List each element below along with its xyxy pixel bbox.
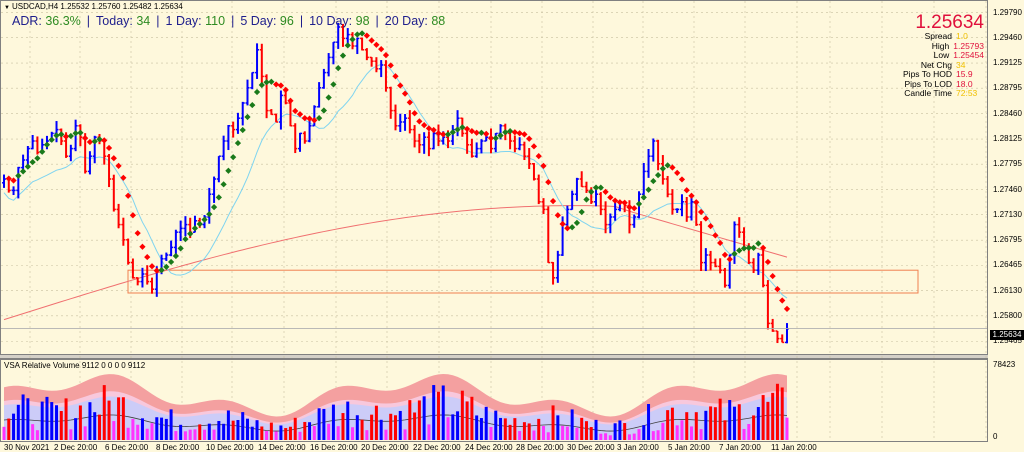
adr-label: 10 Day: [309, 14, 356, 28]
info-key: Pips To HOD [903, 69, 952, 79]
time-axis-label: 10 Dec 20:00 [206, 443, 254, 452]
info-value: 1.0 [956, 31, 968, 41]
time-axis-label: 20 Dec 20:00 [361, 443, 409, 452]
adr-separator: | [375, 14, 379, 28]
time-axis-label: 14 Dec 20:00 [258, 443, 306, 452]
pane-splitter[interactable] [0, 354, 988, 359]
info-row: Low 1.25454 [903, 50, 984, 61]
time-axis-label: 2 Dec 20:00 [54, 443, 98, 452]
adr-separator: | [156, 14, 160, 28]
info-row: Candle Time 72:53 [903, 88, 984, 99]
adr-value: 34 [136, 14, 151, 28]
volume-indicator-title: VSA Relative Volume 9112 0 0 0 0 9112 [4, 361, 146, 370]
price-axis-label: 1.27795 [993, 159, 1022, 169]
current-price-tag: 1.25634 [990, 330, 1024, 340]
time-axis-label: 11 Jan 20:00 [771, 443, 817, 452]
time-axis-label: 8 Dec 20:00 [156, 443, 200, 452]
time-axis-label: 30 Nov 2021 [4, 443, 50, 452]
adr-label: 5 Day: [240, 14, 280, 28]
adr-label: ADR: [12, 14, 46, 28]
time-axis-label: 5 Jan 20:00 [668, 443, 710, 452]
collapse-triangle-icon[interactable]: ▼ [4, 5, 10, 11]
info-value: 15.9 [956, 69, 973, 79]
price-axis-label: 1.25800 [993, 310, 1022, 320]
info-value: 34 [956, 59, 966, 70]
info-row: Pips To LOD 18.0 [903, 78, 984, 90]
price-axis-label: 1.29790 [993, 7, 1022, 17]
price-axis-label: 1.27460 [993, 184, 1022, 194]
info-key: Pips To LOD [904, 78, 952, 89]
info-key: Net Chg [920, 59, 952, 70]
info-row: Net Chg 34 [903, 59, 984, 71]
price-axis-label: 1.28125 [993, 134, 1022, 144]
price-axis-label: 1.26795 [993, 235, 1022, 245]
price-axis-label: 1.26465 [993, 260, 1022, 270]
adr-separator: | [86, 14, 91, 28]
info-key: Candle Time [904, 88, 952, 98]
adr-separator: | [299, 14, 304, 28]
adr-label: 1 Day: [165, 14, 206, 28]
info-key: Spread [924, 31, 952, 41]
adr-value: 98 [355, 14, 370, 28]
time-axis-label: 3 Jan 20:00 [617, 443, 659, 452]
price-axis-label: 1.29125 [993, 58, 1022, 68]
time-axis-label: 7 Jan 20:00 [719, 443, 761, 452]
adr-value: 110 [205, 14, 226, 28]
volume-axis-max: 78423 [993, 360, 1016, 369]
adr-indicator-bar: ADR: 36.3% | Today: 34 | 1 Day: 110 | 5 Day: 9… [12, 14, 445, 28]
price-axis-label: 1.29460 [993, 32, 1022, 42]
info-row: Pips To HOD 15.9 [903, 69, 984, 80]
symbol-ohlc-text: USDCAD,H4 1.25532 1.25760 1.25482 1.2563… [11, 2, 183, 11]
price-axis-label: 1.26130 [993, 285, 1022, 295]
info-rows: Spread 1.0 High 1.25793 Low 1.25454 Net Chg 34 P… [903, 31, 984, 99]
info-key: Low [933, 50, 950, 60]
price-info-panel: 1.25634 Spread 1.0 High 1.25793 Low 1.25454 Ne… [903, 12, 984, 99]
time-axis-label: 30 Dec 20:00 [567, 443, 615, 452]
info-value: 18.0 [956, 78, 973, 89]
price-axis-label: 1.27130 [993, 209, 1022, 219]
adr-label: 20 Day: [384, 14, 432, 28]
time-axis-label: 28 Dec 20:00 [516, 443, 564, 452]
info-value: 1.25793 [953, 40, 984, 51]
current-price: 1.25634 [915, 12, 984, 33]
info-value: 1.25454 [953, 50, 984, 60]
volume-axis-min: 0 [993, 432, 998, 441]
info-row: Spread 1.0 [903, 31, 984, 42]
price-axis-label: 1.28795 [993, 83, 1022, 93]
info-key: High [931, 40, 950, 51]
price-axis-label: 1.28460 [993, 108, 1022, 118]
adr-separator: | [231, 14, 235, 28]
adr-label: Today: [96, 14, 137, 28]
adr-value: 96 [279, 14, 294, 28]
adr-value: 36.3% [45, 14, 81, 28]
symbol-ohlc-header: ▼ USDCAD,H4 1.25532 1.25760 1.25482 1.256… [4, 2, 183, 11]
time-axis-label: 16 Dec 20:00 [310, 443, 358, 452]
time-axis-label: 22 Dec 20:00 [413, 443, 461, 452]
adr-value: 88 [431, 14, 446, 28]
time-axis-label: 6 Dec 20:00 [105, 443, 149, 452]
time-axis-label: 24 Dec 20:00 [465, 443, 513, 452]
info-value: 72:53 [956, 88, 978, 98]
price-axis-label: 1.25465 [993, 336, 1022, 346]
price-chart-pane[interactable] [0, 0, 988, 355]
info-row: High 1.25793 [903, 40, 984, 52]
